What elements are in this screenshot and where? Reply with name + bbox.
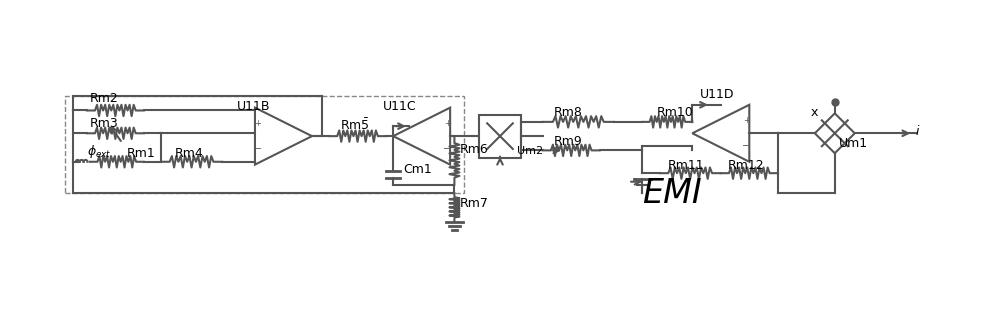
Text: Rm10: Rm10 [657, 106, 693, 119]
Text: −: − [254, 144, 262, 154]
Text: Rm$\bar{5}$: Rm$\bar{5}$ [340, 118, 370, 133]
Text: i: i [916, 124, 919, 138]
Text: +: + [254, 119, 261, 128]
Text: Rm6: Rm6 [460, 143, 489, 156]
Text: Rm9: Rm9 [554, 135, 583, 147]
Text: −: − [443, 144, 451, 154]
Text: Um2: Um2 [517, 146, 543, 156]
Text: U11D: U11D [699, 88, 734, 100]
Text: U11C: U11C [383, 100, 417, 113]
Text: Rm11: Rm11 [668, 159, 705, 172]
Text: +: + [743, 116, 750, 125]
Text: Rm4: Rm4 [175, 147, 204, 160]
Text: $\phi_{ext}$: $\phi_{ext}$ [87, 143, 111, 160]
Text: Rm3: Rm3 [90, 117, 118, 130]
Text: −: − [742, 141, 751, 151]
Text: Cm1: Cm1 [403, 163, 432, 176]
Text: Rm2: Rm2 [90, 92, 118, 105]
Bar [65, 96, 464, 193]
Text: Rm7: Rm7 [460, 197, 489, 210]
Text: x: x [811, 106, 818, 119]
Bar [479, 115, 521, 158]
Text: U11B: U11B [236, 100, 270, 113]
Text: Rm8: Rm8 [554, 106, 583, 119]
Text: Rm1: Rm1 [127, 147, 156, 160]
Text: EMI: EMI [642, 177, 702, 210]
Text: +: + [444, 119, 451, 128]
Text: Rm12: Rm12 [728, 159, 765, 172]
Text: Um1: Um1 [839, 137, 868, 150]
